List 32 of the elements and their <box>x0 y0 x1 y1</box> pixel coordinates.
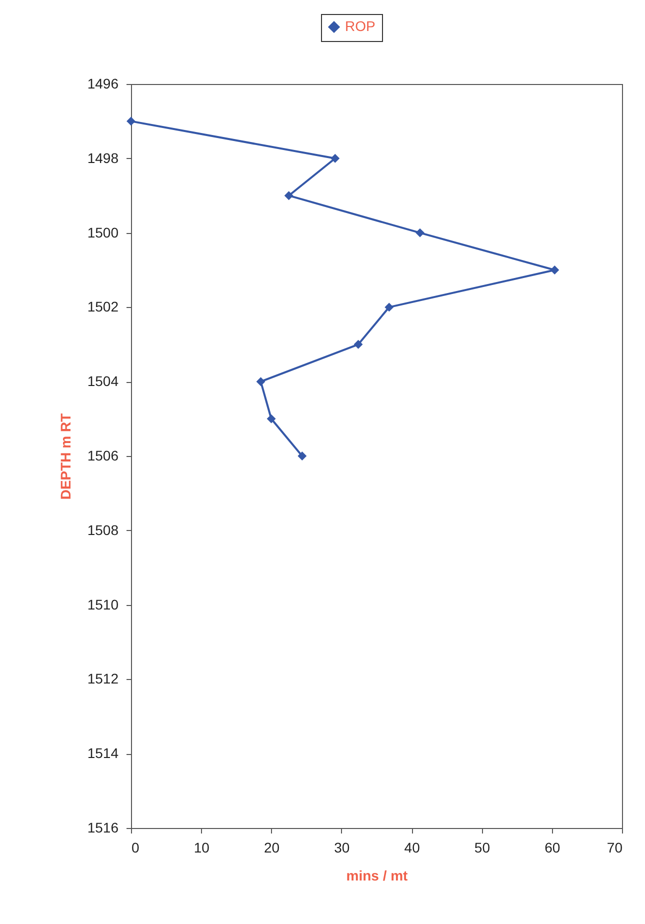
point <box>126 116 136 126</box>
y-axis-title: DEPTH m RT <box>57 412 74 500</box>
legend-label: ROP <box>345 18 376 34</box>
point <box>284 191 294 200</box>
y-tick-label: 1502 <box>87 298 119 315</box>
point <box>354 340 363 349</box>
y-tick-label: 1500 <box>87 224 119 240</box>
point <box>416 228 424 238</box>
y-tick-label: 1510 <box>87 596 119 612</box>
x-tick-label: 10 <box>194 840 210 856</box>
point <box>330 154 340 163</box>
x-tick-label: 20 <box>264 840 280 856</box>
y-tick-label: 1512 <box>87 670 119 687</box>
x-axis-title: mins / mt <box>346 868 408 884</box>
point <box>266 414 276 424</box>
x-tick-label: 40 <box>404 840 420 856</box>
point <box>550 266 560 274</box>
y-tick-label: 1506 <box>87 448 119 464</box>
point <box>256 377 266 386</box>
y-tick-label: 1516 <box>87 820 119 836</box>
x-tick-label: 60 <box>544 840 560 856</box>
y-tick-label: 1508 <box>87 522 119 538</box>
y-tick-label: 1504 <box>87 373 119 390</box>
x-tick-label: 50 <box>474 840 490 856</box>
y-tick-label: 1514 <box>87 745 119 762</box>
y-tick-label: 1498 <box>87 150 119 166</box>
x-tick-label: 0 <box>132 840 140 856</box>
y-tick-label: 1496 <box>87 76 119 92</box>
point <box>298 452 307 460</box>
x-tick-label: 70 <box>606 840 623 856</box>
x-tick-label: 30 <box>334 840 350 856</box>
point <box>384 302 394 312</box>
